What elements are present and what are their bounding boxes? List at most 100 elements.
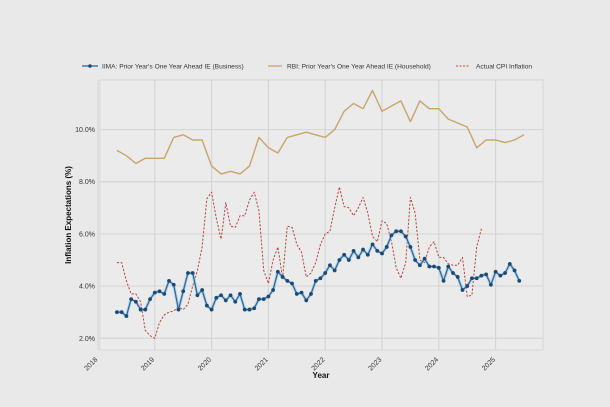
x-axis-label: Year (313, 371, 330, 380)
iima-data-point (157, 289, 162, 294)
iima-data-point (252, 306, 257, 311)
iima-data-point (493, 269, 498, 274)
iima-data-point (394, 229, 399, 234)
iima-data-point (138, 307, 143, 312)
iima-data-point (446, 264, 451, 269)
iima-data-point (389, 233, 394, 238)
iima-data-point (204, 303, 209, 308)
iima-data-point (238, 292, 242, 296)
iima-data-point (318, 276, 323, 281)
iima-data-point (285, 278, 290, 283)
iima-data-point (470, 276, 474, 281)
iima-data-point (479, 273, 484, 278)
legend-marker-iima (88, 64, 92, 68)
iima-data-point (484, 272, 489, 277)
iima-data-point (115, 310, 119, 315)
grid (97, 80, 543, 350)
iima-data-point (200, 288, 205, 292)
iima-data-point (413, 258, 418, 262)
iima-data-point (257, 297, 261, 302)
iima-data-point (133, 299, 138, 304)
iima-data-point (432, 264, 436, 269)
iima-data-point (427, 264, 432, 269)
iima-data-point (451, 271, 455, 275)
iima-data-point (488, 282, 493, 287)
iima-data-point (271, 288, 276, 292)
iima-data-point (365, 252, 370, 257)
iima-data-point (266, 294, 271, 299)
iima-data-point (408, 245, 413, 249)
series-group (115, 89, 525, 339)
iima-data-point (124, 314, 129, 318)
iima-data-point (370, 242, 375, 247)
iima-data-point (474, 276, 479, 281)
legend-label-rbi: RBI: Prior Year's One Year Ahead IE (Hou… (287, 64, 431, 71)
iima-data-point (417, 263, 422, 268)
y-tick-label: 6.0% (79, 231, 95, 238)
y-ticks: 2.0% 4.0% 6.0% 8.0% 10.0% (75, 127, 95, 343)
iima-data-point (167, 278, 171, 283)
iima-data-point (261, 297, 266, 302)
y-axis-label: Inflation Expectations (%) (64, 166, 73, 264)
plot-area (99, 79, 544, 351)
iima-data-point (176, 307, 181, 312)
iima-data-point (361, 247, 365, 252)
iima-data-point (219, 293, 223, 298)
iima-data-point (186, 271, 190, 275)
legend-item-rbi: RBI: Prior Year's One Year Ahead IE (Hou… (268, 64, 431, 71)
iima-data-point (342, 252, 347, 257)
iima-data-point (195, 293, 200, 298)
iima-data-point (375, 248, 380, 253)
iima-data-point (399, 229, 403, 234)
iima-data-point (323, 271, 328, 275)
legend-label-cpi: Actual CPI Inflation (476, 64, 532, 71)
iima-data-point (503, 271, 507, 275)
iima-data-point (512, 268, 517, 273)
iima-data-point (143, 307, 148, 312)
iima-data-point (313, 278, 318, 283)
iima-data-point (441, 278, 446, 283)
iima-data-point (465, 284, 470, 288)
iima-data-point (356, 255, 361, 260)
iima-data-point (346, 258, 351, 262)
legend: IIMA: Prior Year's One Year Ahead IE (Bu… (82, 64, 532, 71)
iima-data-point (294, 292, 299, 296)
iima-data-point (332, 268, 337, 273)
iima-data-point (190, 271, 195, 275)
iima-data-point (455, 275, 460, 279)
legend-item-cpi: Actual CPI Inflation (456, 64, 532, 71)
iima-data-point (162, 292, 167, 296)
iima-data-point (498, 273, 503, 278)
iima-data-point (403, 234, 408, 239)
iima-data-point (436, 265, 441, 270)
iima-data-point (275, 269, 280, 274)
iima-data-point (214, 295, 219, 300)
y-tick-label: 8.0% (79, 179, 95, 186)
legend-item-iima: IIMA: Prior Year's One Year Ahead IE (Bu… (82, 64, 244, 71)
iima-data-point (304, 298, 309, 303)
iima-data-point (422, 256, 427, 261)
iima-data-point (290, 281, 294, 286)
iima-data-point (242, 307, 247, 312)
iima-data-point (228, 293, 233, 298)
y-tick-label: 2.0% (79, 336, 95, 343)
legend-label-iima: IIMA: Prior Year's One Year Ahead IE (Bu… (102, 64, 244, 71)
iima-data-point (337, 258, 342, 262)
y-tick-label: 4.0% (79, 284, 95, 291)
iima-data-point (233, 299, 238, 304)
iima-data-point (299, 290, 304, 295)
iima-data-point (152, 290, 157, 295)
iima-data-point (351, 248, 356, 253)
iima-data-point (507, 262, 512, 266)
iima-data-point (309, 292, 313, 296)
iima-data-point (119, 310, 124, 315)
iima-data-point (517, 278, 522, 283)
y-tick-label: 10.0% (75, 127, 95, 134)
iima-data-point (384, 245, 389, 249)
iima-data-point (328, 263, 332, 268)
iima-data-point (181, 289, 186, 294)
iima-data-point (460, 288, 465, 292)
iima-data-point (148, 297, 152, 302)
iima-data-point (223, 298, 228, 303)
